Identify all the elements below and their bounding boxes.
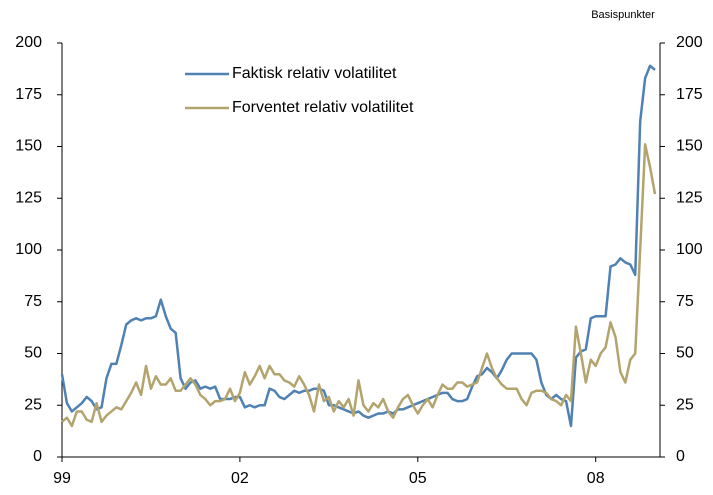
y2-tick-label: 125: [676, 189, 703, 206]
series-line: [60, 64, 656, 428]
x-tick-label: 99: [53, 470, 71, 487]
y-tick-label: 50: [24, 345, 42, 362]
x-tick-label: 08: [587, 470, 605, 487]
y2-tick-label: 200: [676, 34, 703, 51]
y-tick-label: 175: [15, 86, 42, 103]
y2-tick-label: 100: [676, 241, 703, 258]
y-tick-label: 0: [33, 448, 42, 465]
y-tick-label: 25: [24, 396, 42, 413]
y2-tick-label: 25: [676, 396, 694, 413]
y2-tick-label: 50: [676, 345, 694, 362]
y-tick-label: 200: [15, 34, 42, 51]
y-tick-label: 150: [15, 138, 42, 155]
y2-tick-label: 0: [676, 448, 685, 465]
legend-label: Faktisk relativ volatilitet: [232, 65, 397, 82]
y2-tick-label: 75: [676, 293, 694, 310]
y2-tick-label: 150: [676, 138, 703, 155]
y-tick-label: 75: [24, 293, 42, 310]
series-line: [61, 143, 657, 428]
x-tick-label: 05: [409, 470, 427, 487]
y2-tick-label: 175: [676, 86, 703, 103]
y-tick-label: 125: [15, 189, 42, 206]
unit-label: Basispunkter: [591, 9, 655, 21]
legend-label: Forventet relativ volatilitet: [232, 99, 414, 116]
y-tick-label: 100: [15, 241, 42, 258]
x-tick-label: 02: [231, 470, 249, 487]
